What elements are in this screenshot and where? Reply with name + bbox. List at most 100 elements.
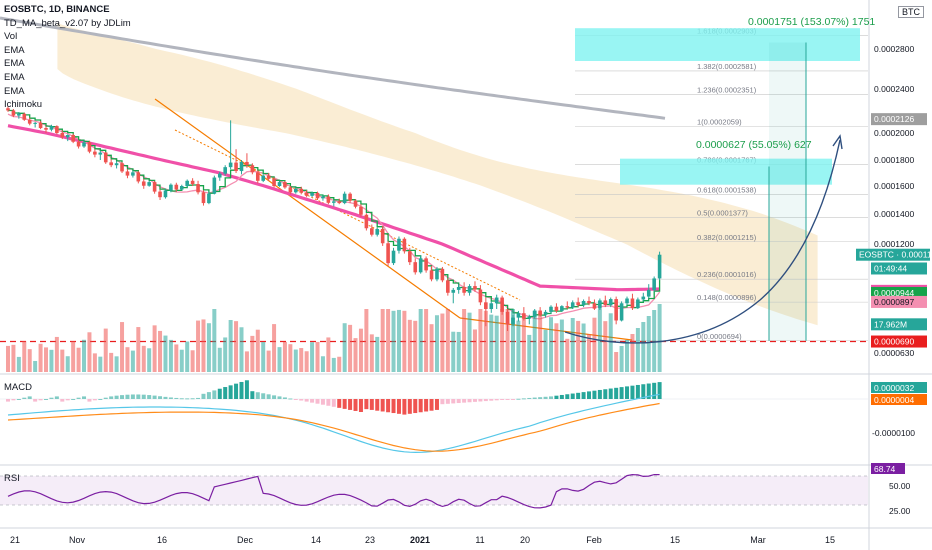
legend-ema-3[interactable]: EMA [4, 71, 25, 83]
volume-bar [543, 329, 548, 372]
macd-signal-line [7, 402, 660, 452]
fib-level-label: 0.618(0.0001538) [697, 186, 757, 195]
candle-body [380, 229, 385, 244]
price-label: 01:49:44 [874, 263, 907, 273]
rsi-pane-title[interactable]: RSI [4, 473, 20, 484]
macd-histogram-bar [630, 385, 635, 399]
candle-body [136, 172, 141, 182]
volume-bar [168, 339, 173, 372]
volume-bar [413, 320, 418, 372]
macd-histogram-bar [657, 382, 662, 399]
macd-histogram-bar [27, 396, 32, 399]
volume-bar [293, 349, 298, 372]
candle-body [484, 302, 488, 310]
candle-body [348, 193, 352, 201]
macd-histogram-bar [434, 399, 439, 410]
candle-body [82, 142, 86, 147]
macd-histogram-bar [521, 398, 526, 400]
macd-histogram-bar [445, 399, 450, 404]
macd-histogram-bar [49, 397, 54, 399]
macd-histogram-bar [98, 399, 103, 400]
legend-ema-1[interactable]: EMA [4, 44, 25, 56]
macd-histogram-bar [369, 399, 374, 410]
candle-body [277, 182, 282, 186]
candle-body [27, 119, 32, 124]
volume-bar [288, 344, 293, 372]
macd-histogram-bar [250, 391, 255, 399]
volume-bar [38, 343, 43, 372]
volume-bar [190, 350, 195, 372]
volume-bar [152, 325, 157, 372]
volume-bar [538, 312, 543, 372]
macd-histogram-bar [386, 399, 391, 413]
candle-body [527, 316, 532, 319]
volume-bar [16, 356, 21, 372]
rsi-line [7, 473, 660, 509]
candle-body [456, 287, 461, 290]
candle-body [435, 268, 439, 280]
currency-badge[interactable]: BTC [898, 6, 924, 18]
symbol-title[interactable]: EOSBTC, 1D, BINANCE [4, 4, 110, 15]
macd-value-bg [871, 382, 927, 393]
macd-histogram-bar [451, 399, 456, 404]
legend-ichimoku[interactable]: Ichimoku [4, 99, 43, 111]
macd-pane-title[interactable]: MACD [4, 382, 32, 393]
rsi-tick-label: 25.00 [889, 506, 911, 516]
projection-zone [769, 42, 806, 341]
volume-bar [60, 349, 65, 372]
volume-bar [228, 320, 233, 372]
macd-histogram-bar [456, 399, 461, 404]
volume-bar [364, 309, 369, 372]
macd-histogram-bar [462, 399, 467, 403]
candle-body [565, 306, 570, 308]
rsi-tick-label: 50.00 [889, 481, 911, 491]
legend-vol[interactable]: Vol [4, 31, 18, 43]
volume-bar [244, 351, 249, 372]
macd-histogram-bar [472, 399, 477, 402]
candle-body [299, 188, 304, 193]
time-axis-label: 2021 [410, 535, 430, 545]
legend-td-ma[interactable]: TD_MA_beta_v2.07 by JDLim [4, 17, 131, 29]
macd-histogram-bar [375, 399, 380, 411]
candle-body [418, 258, 423, 273]
volume-bar [521, 315, 526, 372]
macd-signal-bg [871, 394, 927, 405]
volume-bar [272, 324, 277, 372]
fib-level-label: 0.148(0.0000896) [697, 293, 757, 302]
candle-body [451, 289, 456, 293]
volume-bar [217, 347, 222, 372]
macd-histogram-bar [559, 394, 564, 399]
candle-body [207, 193, 211, 204]
macd-histogram-bar [364, 399, 369, 410]
volume-bar [380, 309, 385, 372]
price-label: 0.0000690 [874, 337, 914, 347]
candle-body [120, 163, 124, 172]
volume-bar [456, 331, 461, 372]
ema-pink-line [7, 124, 660, 292]
macd-histogram-bar [277, 396, 282, 399]
candle-body [272, 178, 276, 186]
volume-bar [641, 322, 646, 372]
macd-histogram-bar [239, 381, 244, 399]
legend-ema-2[interactable]: EMA [4, 58, 25, 70]
candle-body [359, 206, 363, 215]
volume-bar [27, 349, 32, 372]
macd-histogram-bar [418, 399, 423, 413]
volume-bar [125, 347, 130, 372]
macd-histogram-bar [413, 399, 418, 414]
volume-bar [494, 315, 499, 372]
target-label-lower: 0.0000627 (55.05%) 627 [696, 139, 812, 151]
candle-body [353, 200, 358, 207]
volume-bar [337, 356, 342, 372]
volume-bar [608, 313, 613, 372]
volume-bar [141, 345, 146, 372]
macd-histogram-bar [391, 399, 396, 414]
volume-bar [92, 353, 97, 372]
volume-bar [239, 327, 244, 372]
legend-ema-4[interactable]: EMA [4, 85, 25, 97]
volume-bar [483, 310, 488, 372]
volume-bar [87, 332, 92, 372]
volume-bar [158, 330, 163, 372]
macd-histogram-bar [619, 387, 624, 399]
